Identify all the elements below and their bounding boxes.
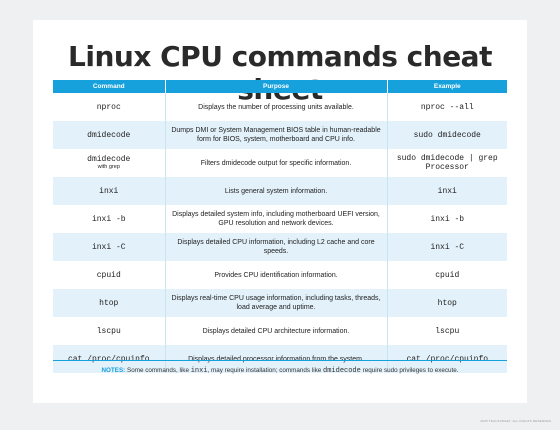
example-cell: inxi -b [386,205,507,233]
command-cell: inxi -C [53,233,165,261]
notes-code: dmidecode [323,367,361,375]
example-text: inxi -C [430,242,465,252]
example-cell: cat /proc/cpuinfo [386,345,507,373]
command-text: dmidecode [87,130,131,140]
purpose-cell: Displays the number of processing units … [164,93,387,121]
example-text: sudo dmidecode [413,130,481,140]
notes-label: NOTES: [101,367,126,374]
example-text: cat /proc/cpuinfo [406,354,489,364]
table-row: cpuid Provides CPU identification inform… [53,261,507,289]
example-text: cpuid [435,270,460,280]
notes-text: , may require installation; commands lik… [207,367,322,374]
purpose-cell: Displays detailed processor information … [164,345,387,373]
command-text: nproc [96,102,121,112]
command-text: htop [99,298,119,308]
example-cell: nproc --all [386,93,507,121]
purpose-cell: Displays detailed CPU architecture infor… [164,317,387,345]
command-text: lscpu [96,326,121,336]
table-row: inxi -C Displays detailed CPU informatio… [53,233,507,261]
command-cell: nproc [53,93,165,121]
example-cell: cpuid [386,261,507,289]
table-header-row: Command Purpose Example [53,80,507,93]
example-text: inxi -b [430,214,465,224]
command-cell: cpuid [53,261,165,289]
example-text: sudo dmidecode | grep Processor [396,154,498,172]
command-text: inxi -C [91,242,126,252]
command-cell: dmidecode with grep [53,149,165,177]
example-text: lscpu [435,326,460,336]
purpose-cell: Displays real-time CPU usage information… [164,289,387,317]
command-note: with grep [97,164,120,170]
command-cell: lscpu [53,317,165,345]
purpose-cell: Displays detailed CPU information, inclu… [164,233,387,261]
example-cell: sudo dmidecode [386,121,507,149]
example-cell: sudo dmidecode | grep Processor [386,149,507,177]
table-row: dmidecode Dumps DMI or System Management… [53,121,507,149]
command-cell: htop [53,289,165,317]
command-cell: dmidecode [53,121,165,149]
purpose-cell: Dumps DMI or System Management BIOS tabl… [164,121,387,149]
example-cell: htop [386,289,507,317]
table-row: inxi Lists general system information. i… [53,177,507,205]
table-row: nproc Displays the number of processing … [53,93,507,121]
purpose-cell: Filters dmidecode output for specific in… [164,149,387,177]
notes-footer: NOTES: Some commands, like inxi, may req… [53,360,507,375]
purpose-cell: Lists general system information. [164,177,387,205]
table-row: cat /proc/cpuinfo Displays detailed proc… [53,345,507,373]
command-text: cat /proc/cpuinfo [67,354,150,364]
notes-text: require sudo privileges to execute. [362,367,459,374]
command-text: dmidecode [87,155,131,164]
column-header-example: Example [386,80,507,93]
example-text: inxi [437,186,457,196]
column-header-purpose: Purpose [164,80,387,93]
purpose-cell: Provides CPU identification information. [164,261,387,289]
command-cell: inxi [53,177,165,205]
command-cell: cat /proc/cpuinfo [53,345,165,373]
example-text: htop [437,298,457,308]
column-header-command: Command [53,80,165,93]
notes-text: Some commands, like [127,367,189,374]
example-cell: inxi [386,177,507,205]
example-cell: inxi -C [386,233,507,261]
table-row: lscpu Displays detailed CPU architecture… [53,317,507,345]
command-text: inxi -b [91,214,126,224]
example-text: nproc --all [420,102,474,112]
table-row: dmidecode with grep Filters dmidecode out… [53,149,507,177]
command-text: inxi [99,186,119,196]
commands-table: Command Purpose Example nproc Displays t… [53,80,507,373]
copyright-credit: 2025 TECHTARGET. ALL RIGHTS RESERVED. [480,419,552,423]
command-text: cpuid [96,270,121,280]
cheat-sheet-card: Linux CPU commands cheat sheet Command P… [33,20,527,403]
notes-code: inxi [190,367,208,375]
command-cell: inxi -b [53,205,165,233]
purpose-cell: Displays detailed system info, including… [164,205,387,233]
table-row: htop Displays real-time CPU usage inform… [53,289,507,317]
example-cell: lscpu [386,317,507,345]
table-row: inxi -b Displays detailed system info, i… [53,205,507,233]
